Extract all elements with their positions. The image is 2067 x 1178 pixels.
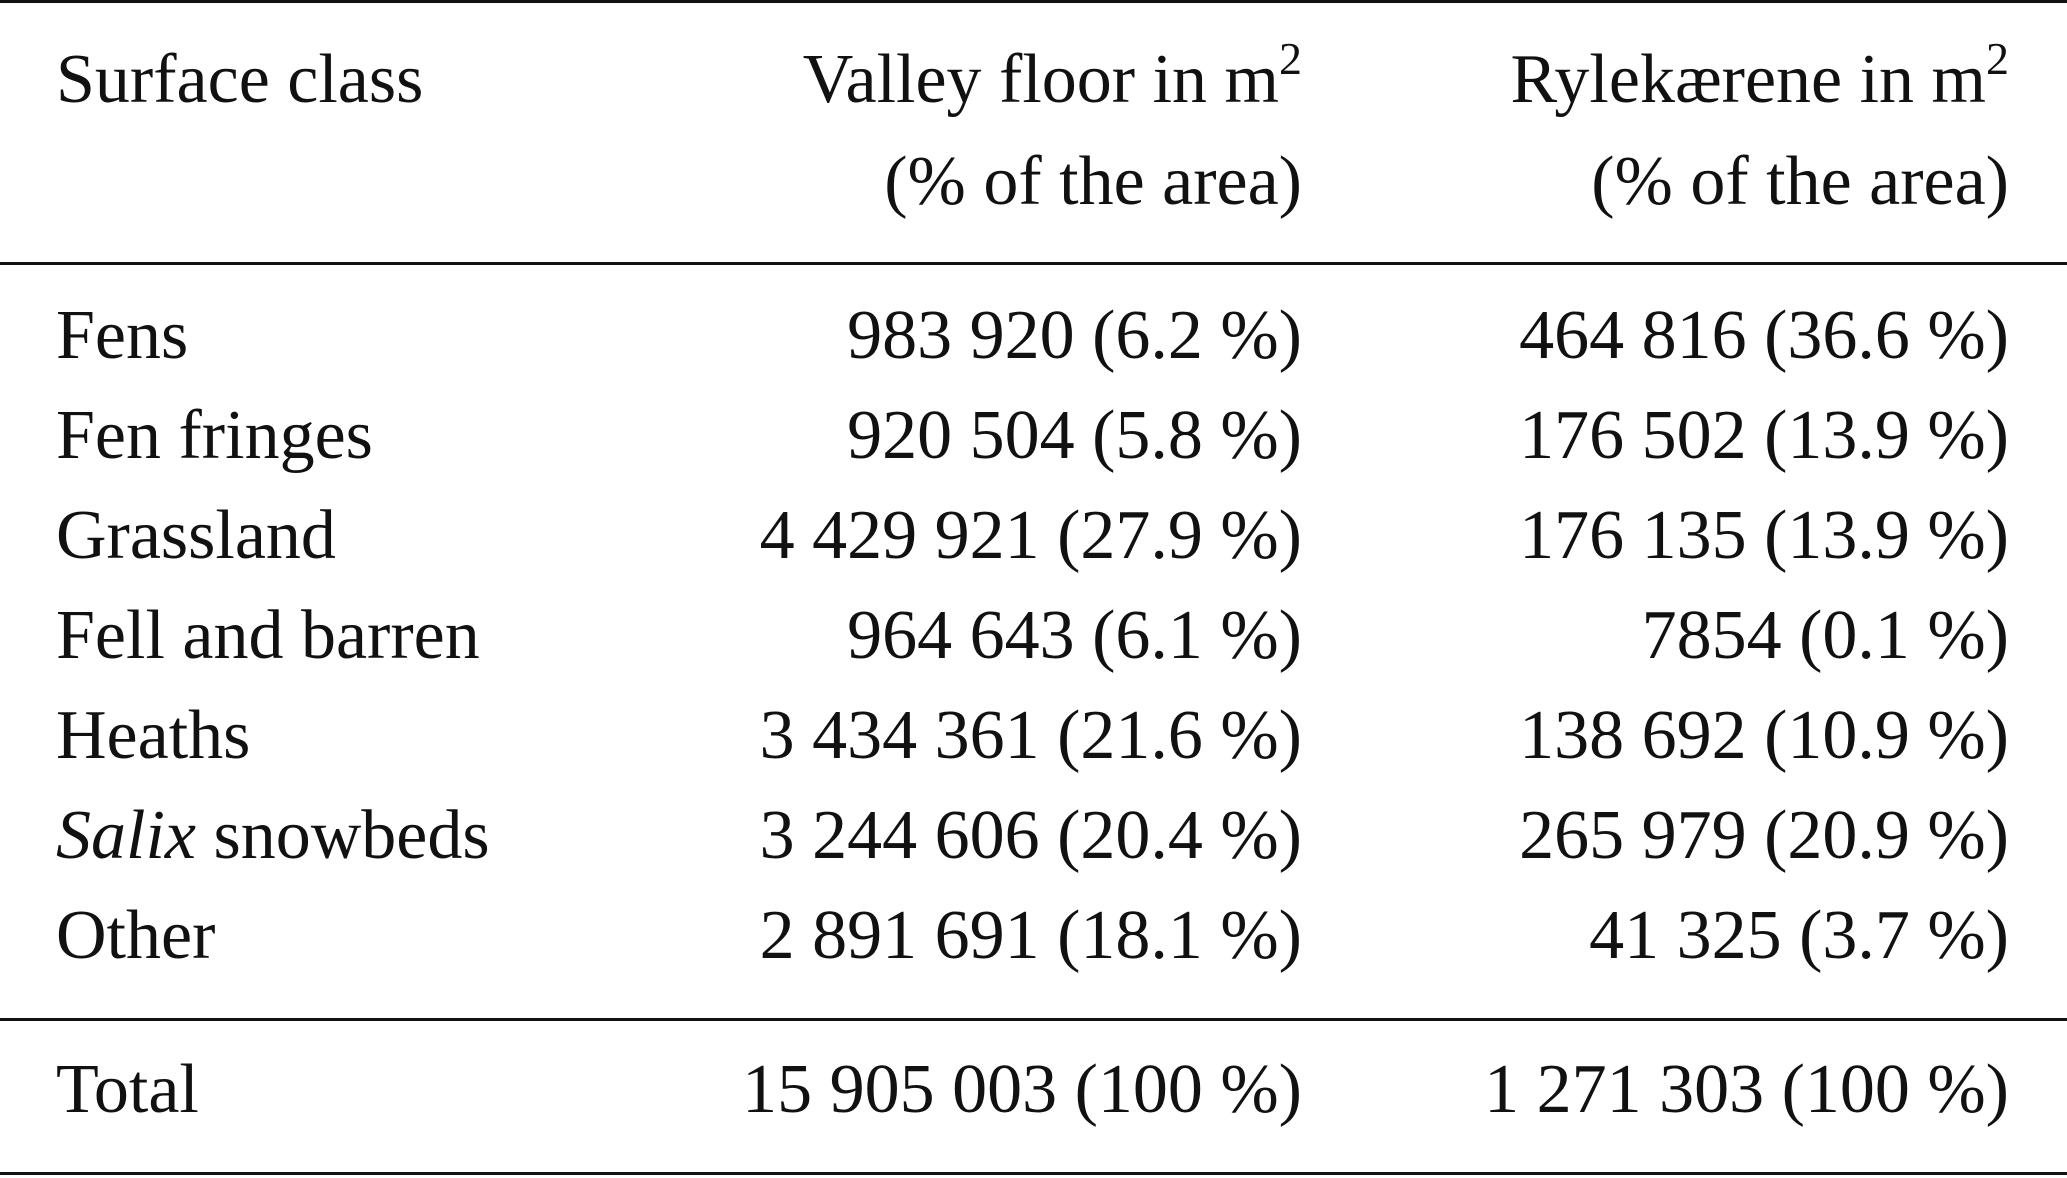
row-ryle-grassland: 176 135 (13.9 %) [1519, 497, 2009, 574]
header-valley-floor-sup: 2 [1279, 33, 1302, 84]
header-rule [0, 262, 2067, 265]
row-ryle-heaths: 138 692 (10.9 %) [1519, 697, 2009, 774]
row-class-fell-and-barren: Fell and barren [56, 586, 480, 686]
bottom-rule [0, 1172, 2067, 1175]
row-ryle-fens: 464 816 (36.6 %) [1519, 297, 2009, 374]
row-valley-other: 2 891 691 (18.1 %) [759, 897, 1302, 974]
row-class-grassland: Grassland [56, 486, 336, 586]
header-surface-class: Surface class [56, 41, 424, 118]
row-valley-grassland: 4 429 921 (27.9 %) [759, 497, 1302, 574]
total-rule [0, 1018, 2067, 1021]
header-valley-floor-text: Valley floor in m [802, 41, 1279, 118]
row-class-italic: Salix [56, 797, 196, 874]
row-valley-fell-and-barren: 964 643 (6.1 %) [847, 597, 1302, 674]
row-class-text: Other [56, 897, 216, 974]
total-ryle: 1 271 303 (100 %) [1484, 1051, 2009, 1128]
total-valley: 15 905 003 (100 %) [742, 1051, 1302, 1128]
row-valley-heaths: 3 434 361 (21.6 %) [759, 697, 1302, 774]
row-valley-fen-fringes: 920 504 (5.8 %) [847, 397, 1302, 474]
row-class-text: snowbeds [195, 797, 490, 874]
row-class-text: Fen fringes [56, 397, 373, 474]
row-class-text: Fens [56, 297, 189, 374]
row-ryle-salix-snowbeds: 265 979 (20.9 %) [1519, 797, 2009, 874]
top-rule [0, 0, 2067, 3]
row-ryle-other: 41 325 (3.7 %) [1589, 897, 2009, 974]
row-ryle-fen-fringes: 176 502 (13.9 %) [1519, 397, 2009, 474]
row-ryle-fell-and-barren: 7854 (0.1 %) [1641, 597, 2009, 674]
row-class-text: Heaths [56, 697, 251, 774]
row-valley-fens: 983 920 (6.2 %) [847, 297, 1302, 374]
header-rylekaerene: Rylekærene in m2 [1511, 30, 2009, 130]
row-class-heaths: Heaths [56, 686, 250, 786]
row-class-other: Other [56, 886, 215, 986]
total-label: Total [56, 1051, 199, 1128]
row-class-fen-fringes: Fen fringes [56, 386, 373, 486]
header-rylekaerene-sup: 2 [1986, 33, 2009, 84]
row-class-text: Grassland [56, 497, 336, 574]
row-class-fens: Fens [56, 286, 188, 386]
header-rylekaerene-unit: (% of the area) [1591, 143, 2009, 220]
row-valley-salix-snowbeds: 3 244 606 (20.4 %) [759, 797, 1302, 874]
header-rylekaerene-text: Rylekærene in m [1510, 41, 1986, 118]
header-valley-floor: Valley floor in m2 [803, 30, 1302, 130]
row-class-salix-snowbeds: Salix snowbeds [56, 786, 490, 886]
header-valley-floor-unit: (% of the area) [884, 143, 1302, 220]
row-class-text: Fell and barren [56, 597, 480, 674]
